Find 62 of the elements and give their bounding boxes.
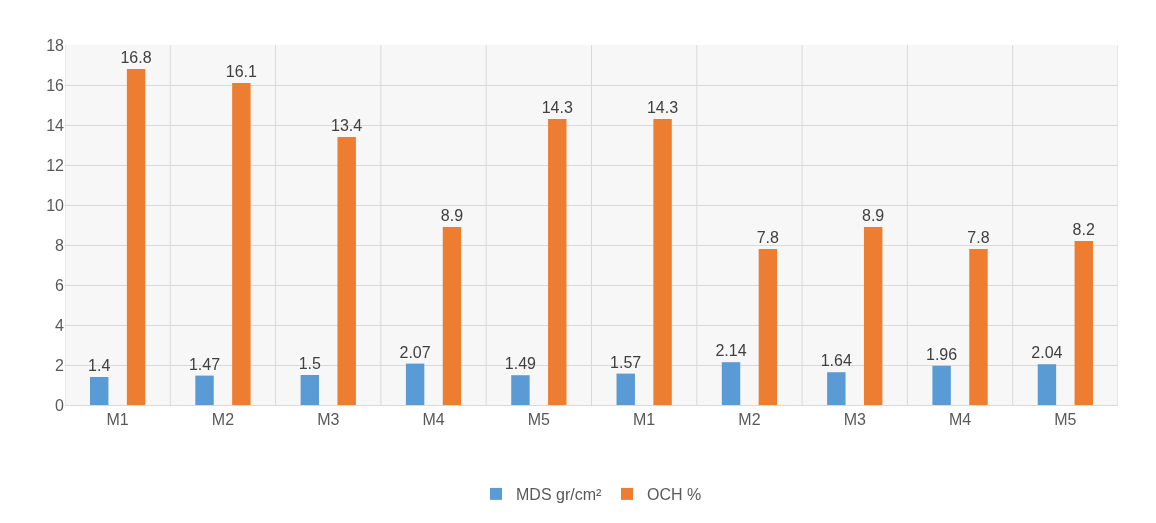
- bar: [932, 365, 951, 405]
- y-tick-label: 14: [46, 116, 65, 134]
- bar: [300, 375, 320, 405]
- data-label: 1.4: [88, 357, 111, 374]
- bar: [863, 227, 883, 405]
- bar: [337, 137, 356, 405]
- x-tick-label: M4: [948, 411, 972, 429]
- y-tick-label: 10: [46, 196, 65, 214]
- x-tick-label: M1: [633, 411, 656, 429]
- x-tick-label: M2: [211, 411, 235, 429]
- bar: [721, 362, 741, 405]
- bar: [969, 249, 988, 405]
- data-label: 2.14: [715, 342, 747, 360]
- data-label: 13.4: [331, 117, 363, 134]
- y-tick-label: 2: [55, 356, 65, 374]
- bar: [90, 377, 109, 405]
- bar: [232, 83, 251, 405]
- y-tick-label: 12: [46, 156, 65, 174]
- bar: [1074, 241, 1093, 405]
- data-label: 1.64: [820, 352, 852, 370]
- bar: [195, 375, 214, 405]
- y-tick-label: 4: [55, 316, 65, 334]
- data-label: 1.5: [298, 355, 321, 372]
- bar: [405, 363, 425, 405]
- x-tick-label: M3: [317, 411, 340, 429]
- data-label: 1.47: [188, 355, 221, 373]
- data-label: 8.2: [1072, 221, 1095, 238]
- data-label: 2.04: [1031, 344, 1063, 362]
- data-label: 8.9: [440, 207, 464, 224]
- bar: [616, 373, 635, 405]
- data-label: 14.3: [646, 99, 679, 116]
- bar: [1037, 364, 1057, 405]
- data-label: 16.1: [225, 63, 257, 80]
- x-tick-label: M3: [843, 411, 866, 429]
- bar: [548, 119, 567, 405]
- y-tick-label: 6: [55, 276, 65, 294]
- data-label: 2.07: [399, 343, 431, 361]
- y-tick-label: 0: [55, 396, 65, 414]
- data-label: 14.3: [541, 99, 573, 116]
- data-label: 1.49: [504, 355, 537, 373]
- data-label: 16.8: [120, 49, 152, 66]
- y-tick-label: 18: [46, 36, 65, 54]
- legend-label: OCH %: [647, 486, 702, 504]
- x-tick-label: M1: [106, 411, 129, 429]
- bar: [126, 69, 146, 405]
- legend-label: MDS gr/cm²: [516, 486, 602, 504]
- data-label: 8.9: [862, 207, 885, 224]
- data-label: 1.96: [926, 345, 958, 363]
- x-tick-label: M5: [1054, 411, 1077, 429]
- x-tick-label: M4: [422, 411, 445, 429]
- x-tick-label: M2: [738, 411, 761, 429]
- bar: [758, 249, 778, 405]
- y-tick-label: 16: [46, 76, 65, 94]
- bar: [442, 227, 462, 405]
- bar: [653, 119, 672, 405]
- data-label: 7.8: [967, 229, 990, 246]
- bar: [511, 375, 530, 405]
- bar: [827, 372, 846, 405]
- y-tick-label: 8: [55, 236, 65, 254]
- data-label: 7.8: [756, 229, 780, 246]
- x-tick-label: M5: [527, 411, 551, 429]
- data-label: 1.57: [610, 353, 642, 371]
